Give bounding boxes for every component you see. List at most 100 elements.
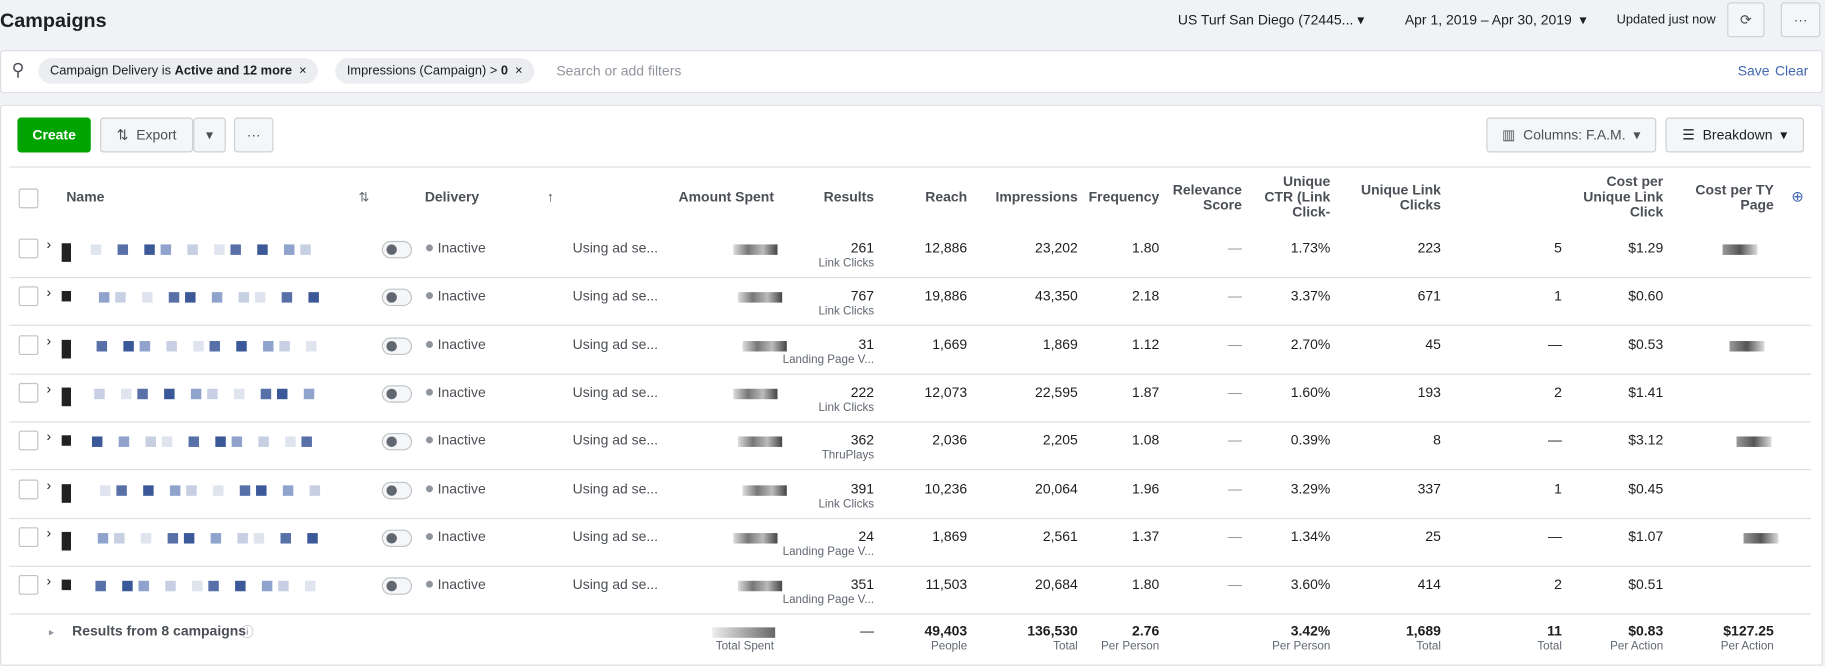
row-checkbox[interactable] [18,286,39,307]
cell-relevance: — [1227,528,1242,545]
expand-arrow[interactable]: › [46,476,52,493]
totals-arrow: ▸ [48,626,55,638]
redacted-name [190,388,202,400]
redacted-name [188,436,200,448]
delivery-status: Inactive [437,480,486,497]
results-value: 222 [850,383,875,401]
status-dot [425,436,433,444]
refresh-button[interactable]: ⟳ [1727,2,1765,38]
select-all-checkbox[interactable] [18,188,39,209]
cell-ulc: 8 [1433,432,1441,449]
toggle[interactable] [381,385,413,403]
toggle[interactable] [381,481,413,499]
toggle[interactable] [381,240,413,259]
toggle[interactable] [381,337,413,355]
info-icon[interactable]: ⓘ [240,626,254,641]
date-picker[interactable]: Apr 1, 2019 – Apr 30, 2019 ▾ [1404,11,1587,28]
expand-arrow[interactable]: › [46,428,52,445]
cell-ctr: 1.60% [1290,383,1331,401]
create-button[interactable]: Create [17,117,91,153]
cell-relevance: — [1227,383,1242,401]
cell-impressions: 1,869 [1042,335,1078,353]
redacted-name [116,484,127,496]
redacted-name [114,532,125,544]
redacted-name [61,387,71,407]
redacted-name [95,580,106,592]
row-checkbox[interactable] [18,575,39,595]
redacted-name [115,292,126,303]
row-checkbox[interactable] [18,478,39,499]
row-checkbox[interactable] [18,430,39,451]
results-type: Landing Page V... [782,593,875,607]
status-dot [425,484,433,492]
cell-extra: — [1547,528,1562,545]
redacted-amount [733,244,778,255]
toggle-knob [386,484,397,496]
redacted-name [166,340,177,352]
sort-icon[interactable]: ↑ [547,188,555,205]
row-checkbox[interactable] [18,238,39,259]
toolbar-more[interactable]: ··· [233,117,274,153]
toggle[interactable] [381,529,413,547]
add-column[interactable]: ⊕ [1791,187,1804,205]
redacted-name [207,388,218,400]
expand-arrow[interactable]: › [46,572,52,590]
filter-chip[interactable]: Impressions (Campaign) > 0 × [335,58,535,84]
expand-arrow[interactable]: › [46,524,52,541]
redacted-amount [742,340,787,352]
cell-impressions: 20,064 [1035,480,1078,497]
bid-strategy: Using ad se... [572,576,659,593]
cell-relevance: — [1227,576,1242,593]
redacted-name [168,292,180,303]
redacted-name [122,580,133,592]
column-header: Delivery [424,188,480,205]
toggle[interactable] [381,577,413,595]
cell-ctr: 1.34% [1290,528,1331,545]
totals-results: — [860,622,875,639]
row-checkbox[interactable] [18,334,39,355]
more-button[interactable]: ··· [1780,2,1821,38]
cell-impressions: 20,684 [1035,576,1078,593]
results-type: Landing Page V... [782,353,875,367]
cell-extra: 2 [1554,576,1562,593]
redacted-name [211,292,223,303]
row-checkbox[interactable] [18,382,39,403]
delivery-status: Inactive [437,528,486,545]
redacted-amount [737,292,783,303]
totals-ulc-sub: Total [1416,640,1441,653]
redacted-name [303,388,315,400]
clear-link[interactable]: Clear [1774,62,1809,80]
totals-cpty-sub: Per Action [1720,640,1774,653]
redacted-cpty [1729,340,1765,352]
toggle[interactable] [381,433,413,451]
expand-arrow[interactable]: › [46,332,52,349]
columns-button[interactable]: ▥ Columns: F.A.M. ▾ [1486,117,1657,153]
toggle-knob [386,436,397,448]
expand-arrow[interactable]: › [46,284,52,301]
results-value: 767 [850,287,875,305]
cell-cpulc: $0.53 [1628,335,1664,353]
cell-ulc: 193 [1417,383,1441,401]
redacted-name [257,244,268,255]
row-checkbox[interactable] [18,527,39,547]
export-menu[interactable]: ▾ [193,117,226,153]
results-type: Link Clicks [818,401,875,415]
redacted-name [141,292,153,303]
results-type: Link Clicks [818,305,875,319]
search-input[interactable]: Search or add filters [556,62,682,80]
expand-arrow[interactable]: › [46,236,52,253]
export-button[interactable]: ⇅ Export [100,117,194,153]
expand-arrow[interactable]: › [46,380,52,397]
sort-icon[interactable]: ⇅ [358,190,370,205]
cell-extra: 2 [1554,383,1562,401]
redacted-name [235,580,246,592]
toggle[interactable] [381,288,413,307]
breakdown-button[interactable]: ☰ Breakdown ▾ [1665,117,1805,153]
cell-reach: 12,886 [924,239,968,257]
save-link[interactable]: Save [1737,62,1770,80]
filter-chip[interactable]: Campaign Delivery is Active and 12 more … [38,58,319,84]
column-header: Unique Link Clicks [1360,181,1441,213]
cell-cpulc: $1.07 [1628,528,1664,545]
account-selector[interactable]: US Turf San Diego (72445... ▾ [1177,11,1365,28]
redacted-amount [733,532,778,544]
